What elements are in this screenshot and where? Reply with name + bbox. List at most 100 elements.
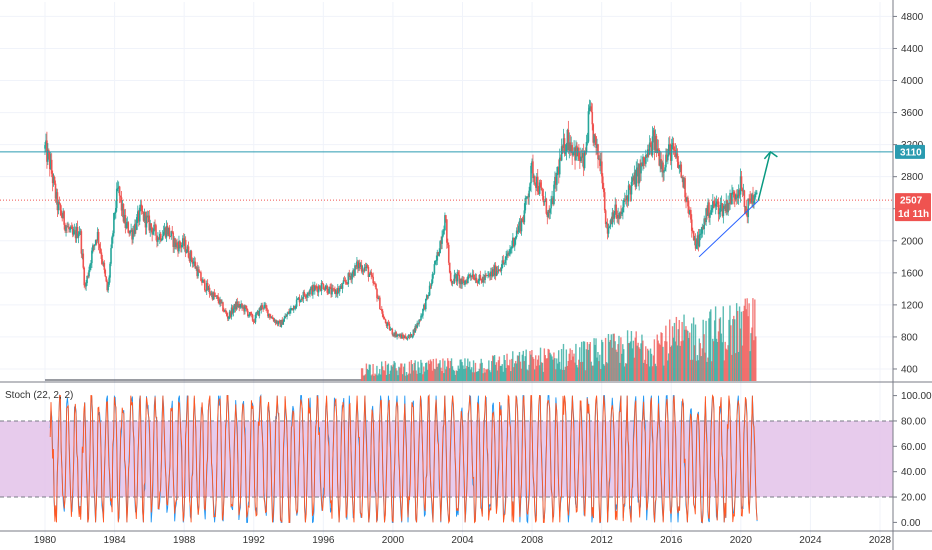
candle-body <box>168 227 171 237</box>
volume-bar <box>679 345 681 381</box>
candle-body <box>378 297 380 299</box>
volume-bar <box>528 364 530 381</box>
volume-bar <box>420 359 422 381</box>
volume-bar <box>667 360 669 381</box>
candle-body <box>646 154 648 157</box>
candle-body <box>681 177 684 178</box>
drawing-overlays[interactable] <box>0 150 893 258</box>
candle-body <box>364 267 367 268</box>
candle-body <box>384 319 387 324</box>
candle-body <box>498 269 501 271</box>
candle-body <box>611 212 614 225</box>
volume-bar <box>380 374 382 381</box>
volume-bar <box>722 306 724 381</box>
volume-bar <box>482 373 484 381</box>
volume-bar <box>409 373 412 381</box>
candle-body <box>338 288 341 292</box>
candle-body <box>436 252 439 261</box>
candle-body <box>209 293 212 295</box>
volume-bar <box>690 359 692 381</box>
candle-body <box>734 197 736 200</box>
candle-body <box>737 190 740 197</box>
candle-body <box>261 305 263 308</box>
volume-bar <box>693 345 696 381</box>
candle-body <box>744 206 747 208</box>
volume-bar <box>455 370 458 381</box>
candle-body <box>637 167 639 184</box>
candle-body <box>634 172 637 187</box>
candle-body <box>467 276 469 284</box>
volume-bar <box>451 366 454 381</box>
candle-body <box>279 321 282 327</box>
candle-body <box>126 222 129 224</box>
candle-body <box>447 244 450 263</box>
candle-body <box>671 143 674 145</box>
candle-body <box>311 286 313 295</box>
volume-bar <box>533 358 535 381</box>
volume-bar <box>475 371 478 381</box>
stochastic-pane <box>0 381 932 525</box>
candle-body <box>389 329 392 330</box>
candle-body <box>441 236 443 244</box>
candle-body <box>148 215 151 231</box>
candle-body <box>478 274 481 281</box>
candle-body <box>90 263 92 265</box>
candle-body <box>635 169 638 187</box>
candle-body <box>515 230 518 237</box>
volume-bar <box>363 375 366 381</box>
candle-body <box>231 307 234 313</box>
volume-bar <box>677 329 679 381</box>
candle-body <box>502 260 505 264</box>
candle-body <box>449 272 452 281</box>
candle-body <box>580 156 583 158</box>
candle-body <box>319 288 322 291</box>
candle-body <box>115 188 118 208</box>
volume-bar <box>469 369 472 381</box>
candle-body <box>419 319 421 321</box>
time-tick-label: 2028 <box>869 535 892 546</box>
volume-bar <box>738 306 741 381</box>
volume-bar <box>377 375 379 381</box>
candle-body <box>722 208 725 216</box>
volume-bar <box>464 358 466 381</box>
volume-bar <box>686 329 688 381</box>
candle-body <box>322 284 325 289</box>
time-tick-label: 1996 <box>312 535 335 546</box>
volume-bar <box>469 361 471 381</box>
volume-bar <box>512 351 514 381</box>
candle-body <box>330 287 332 295</box>
candle-body <box>518 220 521 226</box>
volume-bar <box>565 349 568 381</box>
candle-body <box>87 276 89 277</box>
candle-body <box>129 230 131 234</box>
candle-body <box>495 271 498 276</box>
candle-body <box>589 106 592 108</box>
candle-body <box>296 298 299 300</box>
candle-body <box>541 190 544 196</box>
candle-body <box>706 208 708 216</box>
candle-body <box>189 251 192 262</box>
volume-bar <box>411 364 414 381</box>
volume-bar <box>634 337 636 381</box>
candle-body <box>116 187 119 189</box>
candle-body <box>392 334 395 336</box>
candle-body <box>388 323 391 330</box>
candle-body <box>554 176 556 185</box>
volume-bar <box>434 369 436 381</box>
volume-bar <box>554 358 556 381</box>
candle-body <box>491 269 494 277</box>
volume-bar <box>516 355 519 381</box>
candle-body <box>503 262 506 264</box>
candle-body <box>100 252 103 259</box>
candle-body <box>408 335 411 337</box>
candle-body <box>342 280 345 284</box>
volume-bar <box>531 350 533 381</box>
candle-body <box>409 334 412 337</box>
candle-body <box>360 264 363 272</box>
volume-bar <box>573 353 575 381</box>
candle-body <box>269 317 272 319</box>
candle-body <box>179 241 181 246</box>
candle-body <box>145 215 148 228</box>
